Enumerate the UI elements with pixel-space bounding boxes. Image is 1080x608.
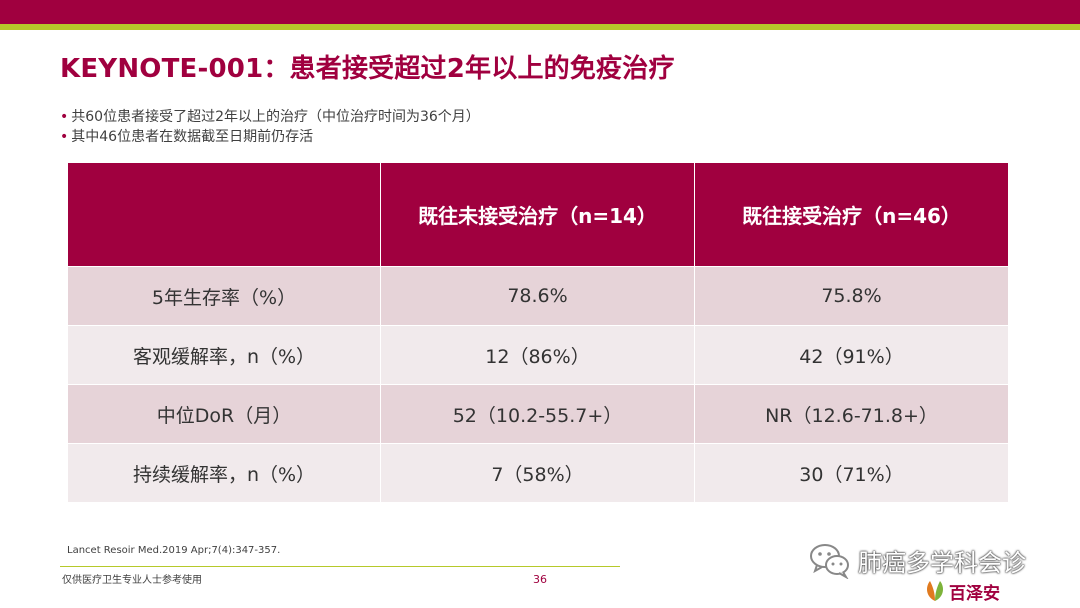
table-row: 持续缓解率，n（%） 7（58%） 30（71%） [67,443,1009,503]
row-label: 客观缓解率，n（%） [67,325,381,385]
disclaimer-text: 仅供医疗卫生专业人士参考使用 [62,575,202,586]
watermark-text: 肺癌多学科会诊 [858,548,1026,577]
table-row: 5年生存率（%） 78.6% 75.8% [67,266,1009,326]
bullet-text: 其中46位患者在数据截至日期前仍存活 [71,129,314,145]
table-header-row: 既往未接受治疗（n=14） 既往接受治疗（n=46） [67,162,1009,267]
table-row: 客观缓解率，n（%） 12（86%） 42（91%） [67,325,1009,385]
cell-naive: 78.6% [380,266,695,326]
cell-naive: 52（10.2-55.7+） [380,384,695,444]
top-color-bar [0,0,1080,24]
brand-name: 百泽安 [949,583,1000,604]
header-treatment-naive: 既往未接受治疗（n=14） [380,162,695,267]
header-empty [67,162,381,267]
footer-divider [60,566,620,567]
slide-title: KEYNOTE-001：患者接受超过2年以上的免疫治疗 [60,54,675,84]
results-table: 既往未接受治疗（n=14） 既往接受治疗（n=46） 5年生存率（%） 78.6… [67,162,1009,503]
cell-treated: NR（12.6-71.8+） [694,384,1009,444]
brand-logo: 百泽安 [924,576,1020,606]
bullet-text: 共60位患者接受了超过2年以上的治疗（中位治疗时间为36个月） [71,109,480,125]
cell-treated: 30（71%） [694,443,1009,503]
cell-naive: 7（58%） [380,443,695,503]
header-previously-treated: 既往接受治疗（n=46） [694,162,1009,267]
cell-treated: 42（91%） [694,325,1009,385]
row-label: 持续缓解率，n（%） [67,443,381,503]
wechat-watermark: 肺癌多学科会诊 [808,540,1058,580]
row-label: 中位DoR（月） [67,384,381,444]
table-row: 中位DoR（月） 52（10.2-55.7+） NR（12.6-71.8+） [67,384,1009,444]
bullet-dot: • [60,129,69,145]
cell-naive: 12（86%） [380,325,695,385]
page-number: 36 [533,573,547,586]
cell-treated: 75.8% [694,266,1009,326]
wechat-icon [810,544,849,579]
row-label: 5年生存率（%） [67,266,381,326]
bullet-list: • 共60位患者接受了超过2年以上的治疗（中位治疗时间为36个月） • 其中46位患… [60,107,480,147]
top-accent-stripe [0,24,1080,30]
leaf-logo-icon [927,581,943,601]
bullet-item: • 其中46位患者在数据截至日期前仍存活 [60,127,480,147]
reference-citation: Lancet Resoir Med.2019 Apr;7(4):347-357. [67,545,281,556]
bullet-dot: • [60,109,69,125]
bullet-item: • 共60位患者接受了超过2年以上的治疗（中位治疗时间为36个月） [60,107,480,127]
